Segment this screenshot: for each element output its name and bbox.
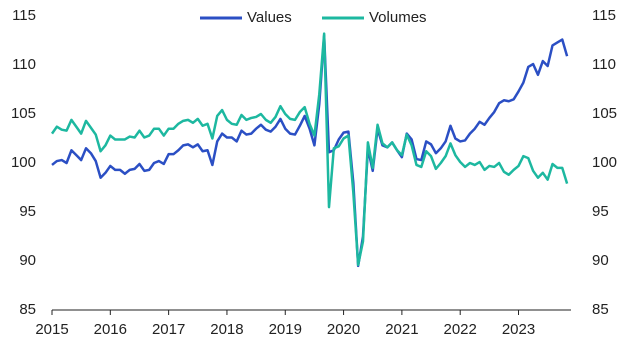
y-tick-label: 105 xyxy=(11,105,36,122)
x-tick-label: 2017 xyxy=(152,321,185,338)
y-tick-label: 90 xyxy=(19,252,36,269)
y-tick-label: 115 xyxy=(12,7,36,24)
y2-tick-label: 110 xyxy=(592,56,616,73)
x-tick-label: 2015 xyxy=(35,321,68,338)
x-tick-label: 2023 xyxy=(502,321,535,338)
legend-label: Volumes xyxy=(369,9,427,26)
y2-tick-label: 95 xyxy=(592,203,609,220)
y-tick-label: 95 xyxy=(19,203,36,220)
x-tick-label: 2019 xyxy=(269,321,302,338)
y-tick-label: 100 xyxy=(11,154,36,171)
y2-tick-label: 100 xyxy=(592,154,617,171)
series-line xyxy=(50,32,569,267)
series-line xyxy=(51,34,569,268)
x-tick-label: 2020 xyxy=(327,321,360,338)
y2-tick-label: 90 xyxy=(592,252,609,269)
x-tick-label: 2021 xyxy=(385,321,418,338)
legend-label: Values xyxy=(247,9,292,26)
y-tick-label: 110 xyxy=(12,56,36,73)
x-tick-label: 2022 xyxy=(444,321,477,338)
x-tick-label: 2016 xyxy=(94,321,127,338)
x-tick-label: 2018 xyxy=(210,321,243,338)
y2-tick-label: 85 xyxy=(592,301,609,318)
y2-tick-label: 115 xyxy=(592,7,616,24)
y2-tick-label: 105 xyxy=(592,105,617,122)
y-tick-label: 85 xyxy=(19,301,36,318)
